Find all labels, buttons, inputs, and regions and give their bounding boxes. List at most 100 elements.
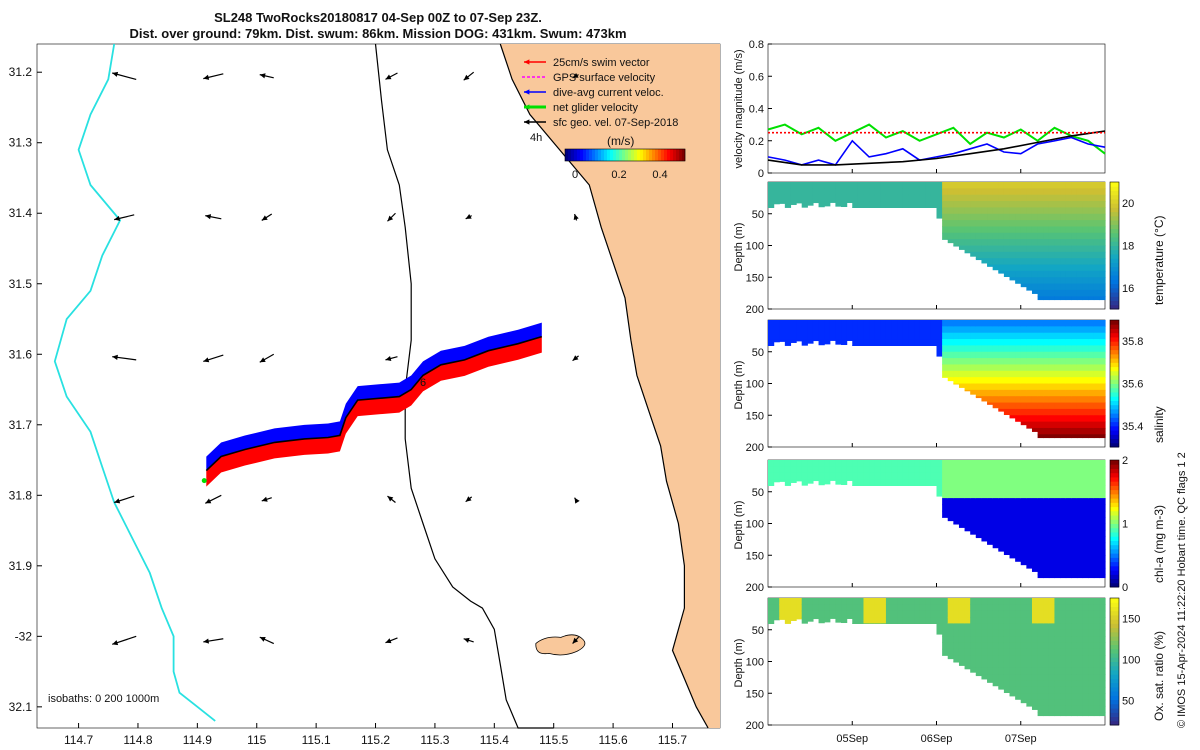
heatmap-cell — [1031, 479, 1039, 486]
hm-colorbar-cell — [1110, 203, 1119, 208]
heatmap-cell — [846, 332, 853, 340]
hm2-ctick-1: 1 — [1122, 519, 1128, 531]
heatmap-cell — [1076, 277, 1084, 285]
heatmap-cell — [936, 213, 943, 219]
heatmap-cell — [1071, 498, 1078, 506]
heatmap-cell — [1026, 232, 1033, 240]
heatmap-cell — [1076, 642, 1084, 650]
heatmap-cell — [981, 188, 988, 196]
heatmap-cell — [1082, 389, 1089, 397]
heatmap-cell — [1026, 567, 1033, 569]
heatmap-cell — [1088, 491, 1095, 499]
heatmap-cell — [1026, 479, 1033, 486]
heatmap-cell — [824, 326, 831, 334]
heatmap-cell — [1060, 642, 1067, 650]
hm3-ctick-1: 100 — [1122, 654, 1140, 666]
heatmap-cell — [914, 610, 921, 618]
heatmap-cell — [1015, 623, 1022, 631]
vel-ylabel: velocity magnitude (m/s) — [733, 49, 745, 168]
heatmap-cell — [998, 408, 1005, 412]
heatmap-cell — [1093, 277, 1100, 285]
heatmap-cell — [1037, 485, 1044, 493]
heatmap-cell — [1043, 258, 1050, 266]
heatmap-cell — [930, 598, 938, 605]
heatmap-cell — [863, 460, 870, 467]
heatmap-cell — [874, 326, 881, 334]
heatmap-cell — [1043, 479, 1050, 486]
heatmap-cell — [779, 604, 786, 612]
heatmap-cell — [992, 667, 999, 675]
legend-swatch-0 — [524, 59, 546, 65]
heatmap-cell — [1020, 377, 1027, 385]
heatmap-cell — [947, 460, 954, 467]
heatmap-cell — [1015, 207, 1022, 215]
heatmap-cell — [1082, 434, 1089, 439]
heatmap-cell — [964, 326, 971, 334]
heatmap-cell — [964, 339, 971, 346]
heatmap-cell — [970, 339, 977, 346]
heatmap-cell — [1020, 680, 1027, 688]
heatmap-cell — [998, 245, 1005, 253]
heatmap-cell — [975, 364, 983, 372]
heatmap-cell — [998, 370, 1005, 378]
heatmap-cell — [863, 182, 870, 189]
heatmap-cell — [998, 345, 1005, 353]
heatmap-cell — [958, 188, 966, 196]
heatmap-cell — [1026, 377, 1033, 385]
heatmap-cell — [992, 523, 999, 531]
heatmap-cell — [1020, 617, 1027, 624]
heatmap-cell — [1037, 207, 1044, 215]
heatmap-cell — [1003, 251, 1011, 259]
heatmap-cell — [1060, 661, 1067, 669]
heatmap-cell — [801, 617, 808, 624]
heatmap-cell — [1076, 296, 1084, 301]
heatmap-cell — [1026, 705, 1033, 707]
colorbar-cell — [598, 149, 602, 161]
land — [500, 44, 720, 728]
heatmap-cells-0 — [768, 182, 1106, 301]
heatmap-cell — [1054, 686, 1061, 694]
heatmap-cell — [1065, 332, 1072, 340]
heatmap-cell — [970, 623, 977, 631]
heatmap-cell — [987, 364, 994, 372]
heatmap-cell — [975, 358, 983, 366]
heatmap-cell — [1076, 220, 1084, 228]
heatmap-cell — [1088, 479, 1095, 486]
heatmap-cell — [1048, 617, 1056, 624]
heatmap-cell — [1076, 258, 1084, 266]
heatmap-cell — [1082, 498, 1089, 506]
colorbar-cell — [616, 149, 620, 161]
hm1-ctick-1: 35.6 — [1122, 379, 1143, 391]
heatmap-cell — [953, 479, 960, 486]
heatmap-cell — [869, 472, 876, 480]
heatmap-cell — [1043, 536, 1050, 544]
heatmap-cell — [1015, 182, 1022, 189]
heatmap-cell — [1031, 320, 1039, 327]
heatmap-cell — [869, 345, 876, 346]
heatmap-cell — [1031, 213, 1039, 221]
heatmap-cell — [796, 182, 803, 189]
heatmap-cell — [987, 377, 994, 385]
heatmap-cell — [1099, 396, 1106, 404]
heatmap-cell — [1037, 623, 1044, 631]
heatmap-cell — [1026, 555, 1033, 563]
heatmap-cell — [891, 617, 898, 624]
heatmap-cell — [1037, 636, 1044, 644]
heatmap-cell — [1065, 542, 1072, 550]
hm3-ylabel: Depth (m) — [733, 639, 745, 688]
heatmap-cell — [908, 472, 915, 480]
heatmap-cell — [885, 623, 893, 624]
heatmap-cell — [1071, 182, 1078, 189]
heatmap-cell — [914, 617, 921, 624]
heatmap-cell — [953, 332, 960, 340]
heatmap-cell — [975, 655, 983, 663]
heatmap-cell — [1093, 289, 1100, 297]
legend-swatch-2 — [524, 89, 546, 95]
heatmap-cell — [818, 326, 825, 334]
heatmap-cell — [1031, 667, 1039, 675]
legend-swatch-3-head — [524, 104, 530, 110]
heatmap-cell — [1009, 270, 1016, 278]
heatmap-cell — [1093, 548, 1100, 556]
heatmap-cell — [981, 617, 988, 624]
hm-colorbar-cell — [1110, 408, 1119, 414]
